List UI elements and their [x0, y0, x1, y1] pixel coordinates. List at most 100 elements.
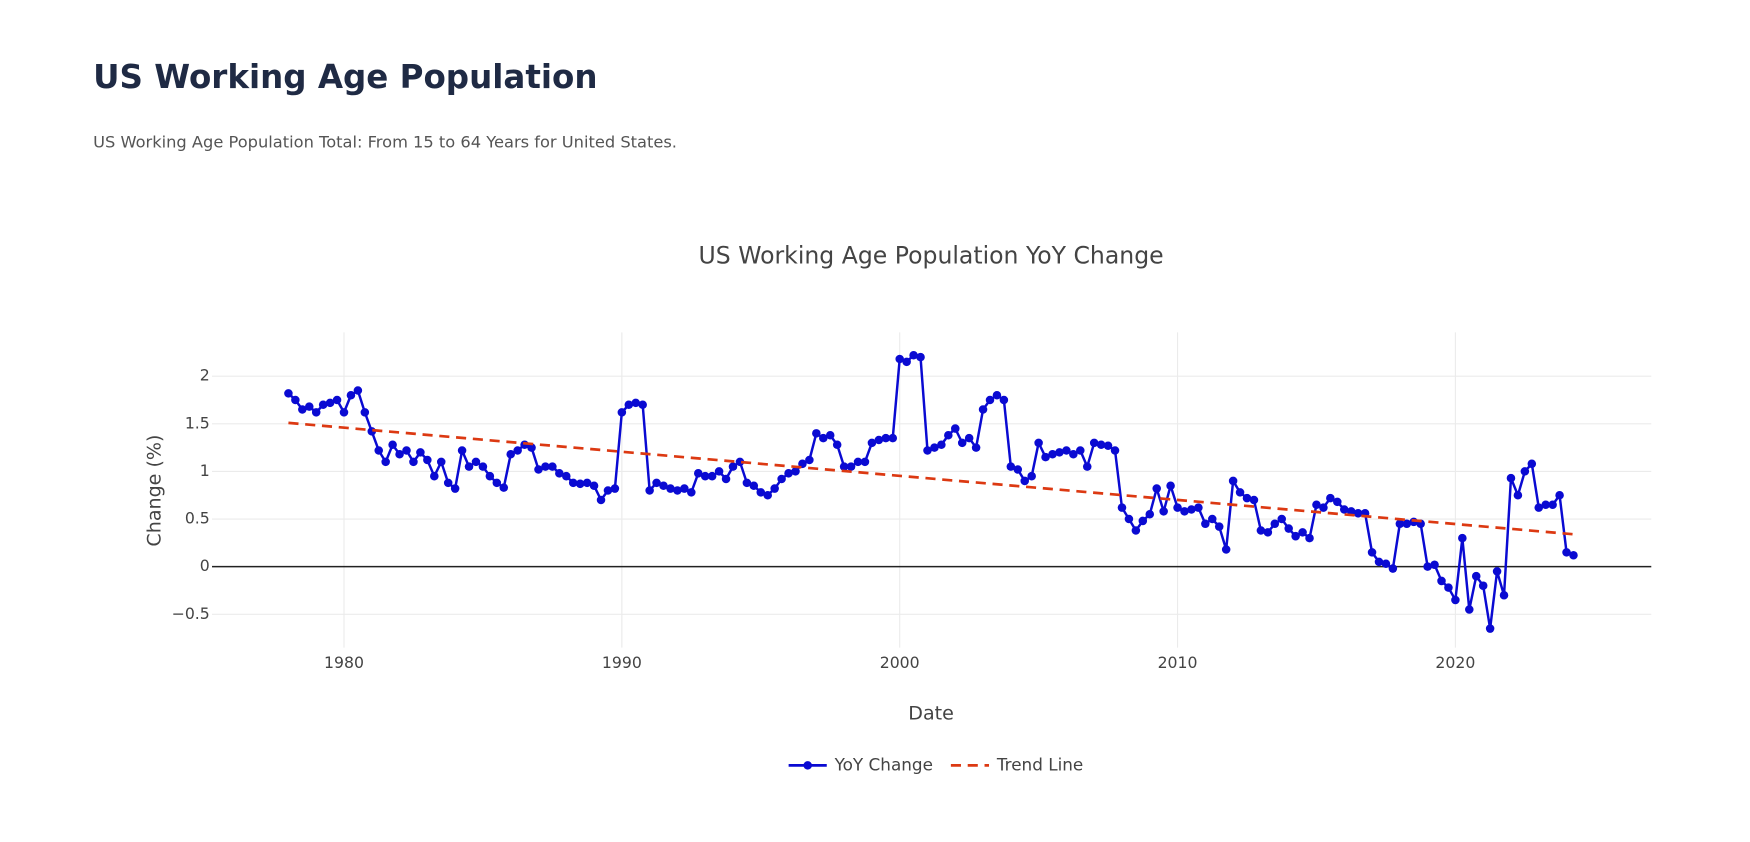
series-marker: [1277, 514, 1287, 524]
page-title: US Working Age Population: [93, 58, 597, 96]
series-marker: [1367, 548, 1377, 557]
series-marker: [673, 486, 682, 495]
series-marker: [1284, 524, 1293, 533]
series-marker: [534, 465, 543, 474]
series-marker: [1173, 503, 1182, 512]
series-marker: [985, 395, 995, 405]
legend-marker: [803, 761, 812, 770]
series-marker: [318, 400, 328, 410]
series-marker: [1124, 514, 1134, 524]
series-marker: [700, 471, 710, 481]
series-marker: [589, 481, 599, 490]
series-marker: [1381, 559, 1391, 569]
series-marker: [749, 481, 759, 490]
series-marker: [617, 408, 627, 417]
series-marker: [1465, 605, 1474, 614]
series-marker: [770, 484, 779, 493]
series-marker: [957, 438, 967, 448]
series-marker: [937, 440, 946, 450]
series-marker: [1180, 507, 1189, 516]
series-marker: [819, 433, 828, 443]
series-marker: [631, 398, 641, 408]
series-marker: [1214, 522, 1224, 531]
series-marker: [1228, 476, 1238, 486]
series-marker: [1076, 446, 1085, 455]
series-marker: [1069, 450, 1078, 459]
series-marker: [395, 450, 404, 459]
series-marker: [992, 390, 1002, 400]
series-marker: [909, 350, 918, 360]
y-axis-title: Change (%): [143, 435, 165, 547]
series-marker: [1478, 581, 1488, 590]
series-marker: [645, 486, 654, 495]
series-marker: [1263, 528, 1273, 537]
series-marker: [1305, 533, 1314, 543]
series-marker: [1041, 452, 1050, 462]
series-marker: [874, 435, 884, 445]
series-marker: [339, 408, 349, 417]
series-marker: [443, 478, 453, 488]
series-marker: [1187, 505, 1196, 514]
series-marker: [1562, 548, 1571, 557]
series-marker: [1374, 557, 1384, 567]
plot: [284, 350, 1578, 633]
grid: 1980 1990 2000 2010 2020 −0.5 0 0.5 1 1.5 2: [172, 332, 1652, 672]
series-marker: [325, 398, 335, 408]
series-marker: [812, 429, 821, 438]
series-marker: [562, 471, 571, 481]
series-marker: [360, 408, 370, 417]
series-marker: [1013, 465, 1023, 474]
series-marker: [1117, 503, 1127, 512]
series-marker: [409, 457, 418, 467]
series-marker: [964, 433, 974, 443]
series-marker: [1159, 507, 1168, 516]
series-marker: [416, 448, 425, 457]
series-marker: [499, 483, 509, 492]
legend: YoY Change Trend Line: [788, 754, 1083, 774]
series-marker: [1249, 495, 1259, 505]
series-marker: [1548, 500, 1557, 510]
series-marker: [1020, 476, 1029, 486]
series-marker: [951, 424, 960, 433]
page-subtitle: US Working Age Population Total: From 15…: [93, 132, 677, 151]
x-tick-label: 2010: [1158, 653, 1198, 672]
series-marker: [1103, 441, 1113, 450]
series-marker: [1006, 462, 1016, 471]
x-tick-label: 1990: [602, 653, 642, 672]
series-marker: [381, 457, 390, 467]
series-marker: [610, 484, 620, 493]
series-marker: [568, 478, 578, 488]
series-marker: [1569, 550, 1578, 560]
series-marker: [714, 467, 724, 476]
series-marker: [1096, 440, 1106, 450]
series-marker: [1256, 526, 1266, 535]
series-marker: [1027, 471, 1036, 481]
series-line: [288, 421, 1574, 536]
series-marker: [596, 495, 606, 505]
series-marker: [791, 467, 800, 476]
series-marker: [1055, 448, 1064, 457]
series-marker: [916, 352, 925, 362]
series-marker: [805, 455, 814, 465]
series-marker: [1270, 519, 1280, 529]
series-marker: [846, 462, 856, 471]
series-marker: [332, 395, 342, 405]
series-marker: [1138, 516, 1148, 526]
series-marker: [1110, 446, 1120, 455]
series-marker: [513, 446, 522, 455]
x-tick-label: 2020: [1435, 653, 1475, 672]
series-marker: [1471, 571, 1481, 581]
series-marker: [707, 471, 717, 481]
series-marker: [311, 408, 321, 417]
series-marker: [603, 486, 613, 495]
series-marker: [944, 430, 953, 440]
series-marker: [1319, 503, 1328, 512]
series-marker: [478, 462, 488, 471]
series-marker: [902, 357, 911, 367]
series-marker: [388, 440, 397, 450]
series-marker: [1166, 481, 1175, 490]
series-marker: [548, 462, 557, 471]
series-marker: [825, 430, 835, 440]
series-marker: [1499, 590, 1509, 600]
